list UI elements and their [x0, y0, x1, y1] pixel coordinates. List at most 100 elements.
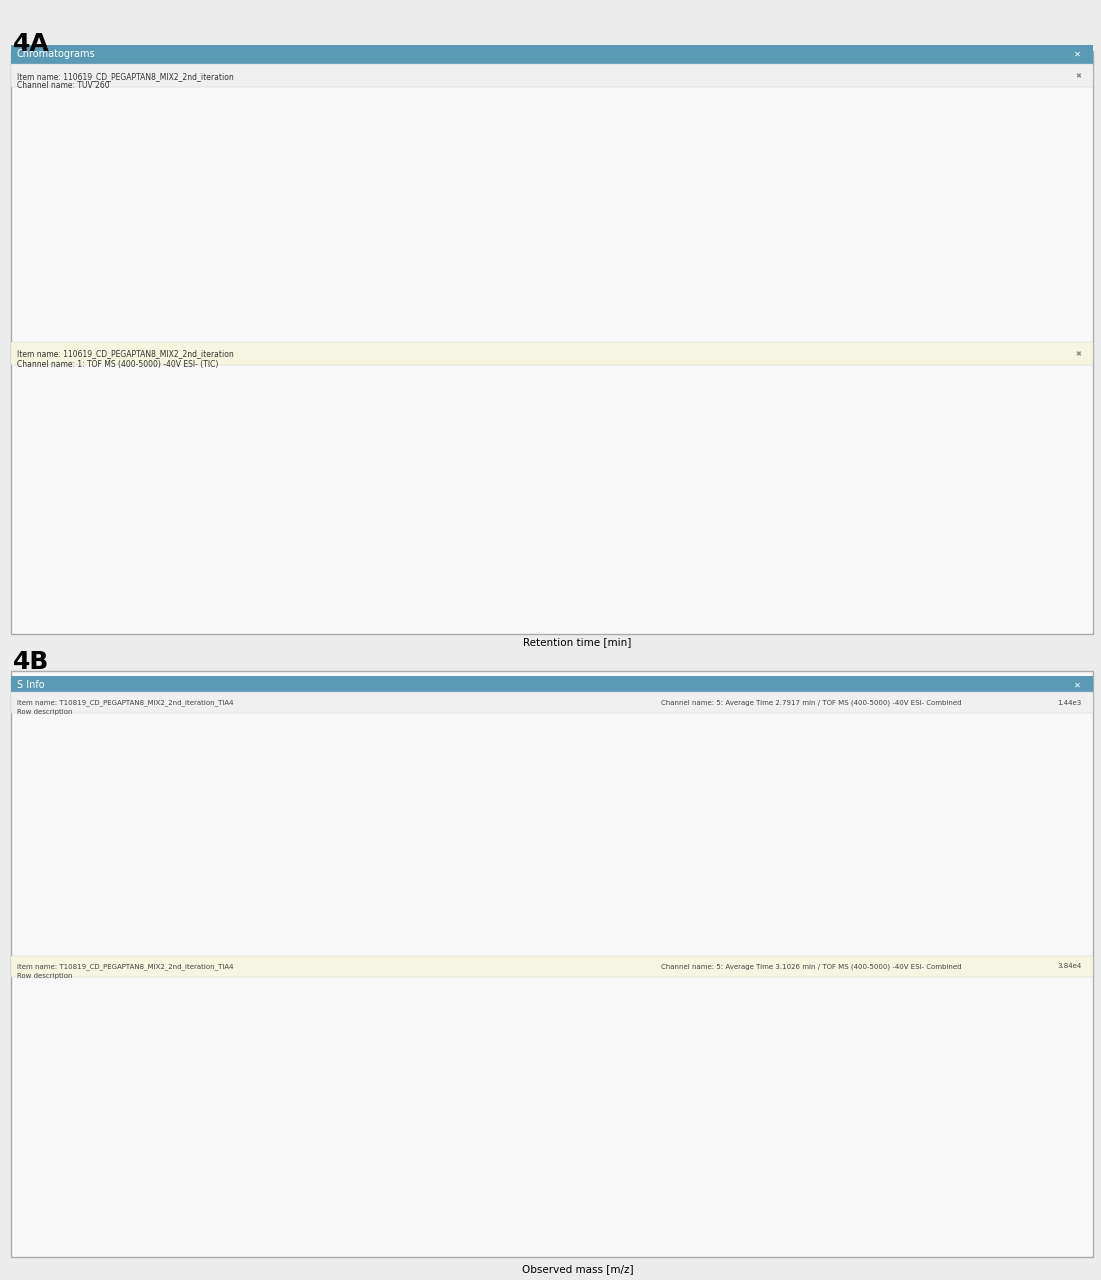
Text: CTT: CTT — [882, 1034, 904, 1044]
Text: 2.14: 2.14 — [357, 108, 378, 118]
Text: Channel name: 5: Average Time 3.1026 min / TOF MS (400-5000) -40V ESI- Combined: Channel name: 5: Average Time 3.1026 min… — [661, 963, 961, 970]
Text: 6.5: 6.5 — [515, 771, 525, 776]
Text: Chromatograms: Chromatograms — [17, 50, 95, 59]
Text: Oligo2 CTRL: Oligo2 CTRL — [375, 100, 448, 113]
Text: AAT: AAT — [729, 1034, 751, 1044]
Text: 9681.31290: 9681.31290 — [397, 804, 435, 809]
Text: 55.5: 55.5 — [457, 771, 470, 776]
Text: 1.44e3: 1.44e3 — [1057, 700, 1081, 705]
FancyBboxPatch shape — [167, 730, 674, 826]
FancyBboxPatch shape — [167, 756, 674, 787]
Text: [M-12H]⁻¹²: [M-12H]⁻¹² — [96, 1140, 140, 1149]
Text: Protein name: Protein name — [185, 745, 227, 749]
Text: CGG: CGG — [690, 1034, 715, 1044]
Text: TIC chromatogram: TIC chromatogram — [115, 390, 231, 403]
Text: Oligo2 TEST: Oligo2 TEST — [657, 253, 729, 266]
Text: 3.84e4: 3.84e4 — [1057, 964, 1081, 969]
Text: -114.0: -114.0 — [457, 804, 477, 809]
Text: Modifiers: Modifiers — [251, 745, 280, 749]
Text: [M-9H]⁻⁹: [M-9H]⁻⁹ — [112, 763, 149, 772]
Text: CAG: CAG — [766, 1034, 791, 1044]
Y-axis label: Intensity [Counts]: Intensity [Counts] — [34, 1071, 43, 1153]
Text: [M-11H]⁻¹¹: [M-11H]⁻¹¹ — [77, 819, 122, 828]
Text: [M-8H]⁻⁸: [M-8H]⁻⁸ — [244, 1146, 281, 1155]
Text: Mass error (ppm): Mass error (ppm) — [515, 745, 570, 749]
Text: 4A: 4A — [13, 32, 50, 56]
Text: 4B: 4B — [13, 650, 50, 675]
Text: Expected mass (Da): Expected mass (Da) — [397, 745, 461, 749]
Text: Mass error (mDa): Mass error (mDa) — [457, 745, 512, 749]
Text: Mass error: -11.8 ppm: Mass error: -11.8 ppm — [924, 1087, 1046, 1097]
Text: 3.47: 3.47 — [669, 567, 689, 576]
Text: ✕: ✕ — [1075, 50, 1081, 59]
Text: T: T — [1035, 1034, 1043, 1044]
Text: Channel name: TUV 260: Channel name: TUV 260 — [17, 81, 109, 91]
Text: Channel name: 1: TOF MS (400-5000) -40V ESI- (TIC): Channel name: 1: TOF MS (400-5000) -40V … — [17, 360, 218, 369]
Text: TGA: TGA — [805, 1034, 829, 1044]
Text: ✕: ✕ — [1075, 680, 1081, 690]
Text: 3.09: 3.09 — [587, 280, 609, 291]
Text: ATA: ATA — [920, 1034, 942, 1044]
Text: Observed RT (min): Observed RT (min) — [582, 745, 641, 749]
Text: 8587.55980: 8587.55980 — [397, 771, 435, 776]
Text: ✖: ✖ — [1076, 73, 1081, 79]
Text: [M-10H]⁻¹⁰: [M-10H]⁻¹⁰ — [78, 735, 123, 744]
Text: Item name: T10819_CD_PEGAPTAN8_MIX2_2nd_iteration_TIA4: Item name: T10819_CD_PEGAPTAN8_MIX2_2nd_… — [17, 963, 233, 970]
Text: [M-3H]⁻³: [M-3H]⁻³ — [946, 1203, 982, 1212]
Text: 2.18: 2.18 — [356, 383, 377, 392]
Text: Channel name: 5: Average Time 2.7917 min / TOF MS (400-5000) -40V ESI- Combined: Channel name: 5: Average Time 2.7917 min… — [661, 699, 961, 707]
Text: 1048091: 1048091 — [288, 771, 316, 776]
Text: [M-4H]⁻⁴: [M-4H]⁻⁴ — [663, 992, 699, 1001]
Text: Observed mass (Da): Observed mass (Da) — [335, 745, 399, 749]
Text: 1.50: 1.50 — [192, 598, 210, 607]
Text: [M-10H]⁻¹⁰: [M-10H]⁻¹⁰ — [152, 1078, 197, 1087]
Text: 8587.6153: 8587.6153 — [335, 771, 368, 776]
Text: ✖: ✖ — [1076, 351, 1081, 357]
Text: Activate Windows: Activate Windows — [857, 1225, 931, 1234]
Text: [M-3H]⁻³: [M-3H]⁻³ — [833, 908, 870, 916]
Text: UV trace (260 nm): UV trace (260 nm) — [115, 113, 230, 125]
Text: Activate Windows: Activate Windows — [857, 586, 931, 595]
Text: 1.02: 1.02 — [75, 591, 94, 600]
Text: Item name: 110619_CD_PEGAPTAN8_MIX2_2nd_iteration: Item name: 110619_CD_PEGAPTAN8_MIX2_2nd_… — [17, 349, 233, 358]
Text: [M-4H]⁻⁴: [M-4H]⁻⁴ — [577, 727, 613, 736]
Text: 9681.1989: 9681.1989 — [335, 804, 368, 809]
Text: Item name: 110619_CD_PEGAPTAN8_MIX2_2nd_iteration: Item name: 110619_CD_PEGAPTAN8_MIX2_2nd_… — [17, 72, 233, 81]
Text: Response: Response — [288, 745, 319, 749]
Text: Row description: Row description — [17, 709, 72, 716]
Text: 3.13: 3.13 — [582, 804, 597, 809]
Text: [M-6H]⁻⁶: [M-6H]⁻⁶ — [323, 827, 359, 836]
Text: ATG: ATG — [843, 1034, 866, 1044]
Text: [M-7H]⁻⁷: [M-7H]⁻⁷ — [305, 1158, 341, 1167]
Text: CGG AAT CAG TGA ATG CTT ATA CAT CCG T: CGG AAT CAG TGA ATG CTT ATA CAT CCG T — [781, 763, 1046, 773]
Text: Oligo2 CTRL: Oligo2 CTRL — [185, 771, 224, 776]
Text: Oligo2 TEST: Oligo2 TEST — [185, 804, 224, 809]
Text: 2: 2 — [170, 804, 174, 809]
Text: 238314: 238314 — [288, 804, 313, 809]
Text: Oligo2 CTRL: Oligo2 CTRL — [961, 727, 1046, 741]
FancyBboxPatch shape — [167, 790, 674, 820]
Text: [M-9H]⁻⁹: [M-9H]⁻⁹ — [195, 1129, 231, 1138]
Text: CCG: CCG — [998, 1034, 1021, 1044]
FancyBboxPatch shape — [167, 730, 309, 760]
Text: [M-11H]⁻¹¹: [M-11H]⁻¹¹ — [121, 1094, 166, 1103]
Text: 3.13: 3.13 — [587, 504, 607, 513]
Text: Oligo2 TEST: Oligo2 TEST — [961, 991, 1046, 1004]
Text: 2.18: 2.18 — [582, 771, 597, 776]
Y-axis label: Intensity [Counts]: Intensity [Counts] — [30, 796, 39, 878]
Text: Component Summary ▼: Component Summary ▼ — [173, 740, 274, 750]
Y-axis label: TIC [Counts]: TIC [Counts] — [26, 462, 36, 524]
Text: [M-5H]⁻⁵: [M-5H]⁻⁵ — [488, 1185, 524, 1194]
Text: -11.8: -11.8 — [515, 804, 532, 809]
Text: Row description: Row description — [17, 973, 72, 979]
Text: [M-5H]⁻⁵: [M-5H]⁻⁵ — [424, 805, 460, 814]
Text: CAT: CAT — [959, 1034, 981, 1044]
Y-axis label: Absorbance [AU]: Absorbance [AU] — [37, 180, 47, 262]
FancyBboxPatch shape — [167, 730, 674, 760]
Text: FAM: FAM — [652, 1034, 676, 1044]
Text: ▴: ▴ — [170, 771, 173, 776]
Text: [M-6H]⁻⁶: [M-6H]⁻⁶ — [378, 1175, 414, 1184]
Text: 1: 1 — [170, 771, 174, 776]
Text: Item name: T10819_CD_PEGAPTAN8_MIX2_2nd_iteration_TIA4: Item name: T10819_CD_PEGAPTAN8_MIX2_2nd_… — [17, 699, 233, 707]
Text: Mass error: 6.5 ppm: Mass error: 6.5 ppm — [935, 805, 1046, 814]
